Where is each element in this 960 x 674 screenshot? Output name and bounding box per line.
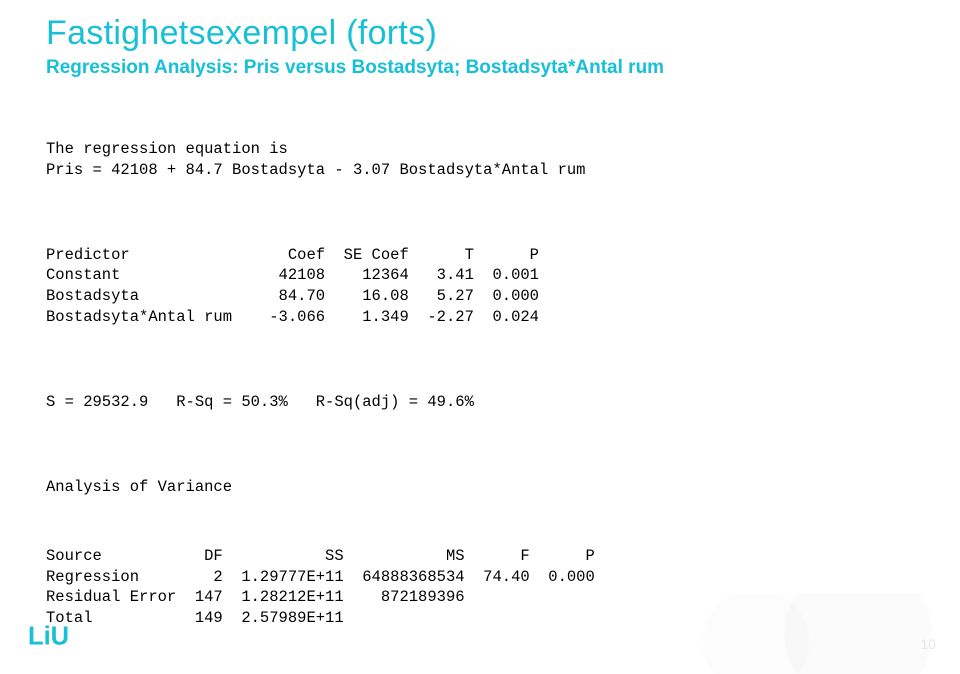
- equation-block: The regression equation is Pris = 42108 …: [46, 139, 900, 181]
- liu-logo-icon: LiU: [28, 622, 118, 652]
- slide: Fastighetsexempel (forts) Regression Ana…: [0, 0, 960, 674]
- fit-stats: S = 29532.9 R-Sq = 50.3% R-Sq(adj) = 49.…: [46, 392, 900, 413]
- page-number: 10: [920, 636, 936, 652]
- anova-table: Source DF SS MS F P Regression 2 1.29777…: [46, 546, 900, 630]
- page-subtitle: Regression Analysis: Pris versus Bostads…: [46, 57, 900, 79]
- predictor-table: Predictor Coef SE Coef T P Constant 4210…: [46, 245, 900, 329]
- anova-title: Analysis of Variance: [46, 477, 900, 498]
- page-title: Fastighetsexempel (forts): [46, 14, 900, 53]
- liu-logo: LiU: [28, 622, 118, 652]
- regression-output: The regression equation is Pris = 42108 …: [46, 97, 900, 674]
- logo-text: LiU: [28, 623, 69, 651]
